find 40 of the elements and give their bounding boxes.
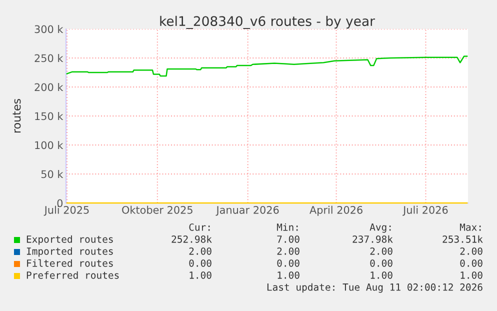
y-tick-label: 50 k [41,170,64,178]
y-tick-label: 0 [57,199,63,208]
text: 2.00 [370,247,392,255]
text: 1.00 [190,271,212,279]
y-tick-label: 300 k [34,25,64,34]
y-tick-label: 100 k [35,141,64,150]
text: 237.98k [352,235,393,243]
text: 252.98k [172,235,212,243]
text: Cur: [189,223,210,231]
text: 0.00 [189,259,212,267]
y-tick-label: 150 k [35,112,64,120]
y-axis-title: routes [12,98,21,133]
x-tick-label: Juli 2026 [402,206,448,216]
text: 2.00 [189,247,212,255]
legend-label: Imported routes [26,247,113,257]
legend-label: Filtered routes [27,259,113,267]
legend-label: Preferred routes [26,271,119,279]
text: 253.51k [442,235,483,243]
text: 0.00 [277,259,300,267]
text: 0.00 [370,259,392,267]
y-tick-label: 250 k [34,54,64,62]
x-tick-label: April 2026 [310,206,362,216]
text: Last update: Tue Aug 11 02:00:12 2026 [267,283,482,293]
text: 1.00 [278,271,300,279]
y-tick-label: 200 k [34,83,64,92]
text: 0.00 [460,259,482,267]
text: Min: [276,223,298,231]
chart-title: kel1_208340_v6 routes - by year [160,16,375,29]
text: 1.00 [370,271,392,279]
x-tick-label: Januar 2026 [216,206,279,216]
text: Avg: [370,224,391,233]
text: Max: [460,224,481,231]
legend-label: Exported routes [26,235,113,245]
line-series [66,56,468,77]
text: 2.00 [460,247,482,255]
text: 7.00 [277,235,300,243]
x-tick-label: Juli 2025 [44,206,89,216]
x-tick-label: Oktober 2025 [122,206,192,214]
text: 1.00 [460,271,482,279]
text: 2.00 [277,247,300,255]
